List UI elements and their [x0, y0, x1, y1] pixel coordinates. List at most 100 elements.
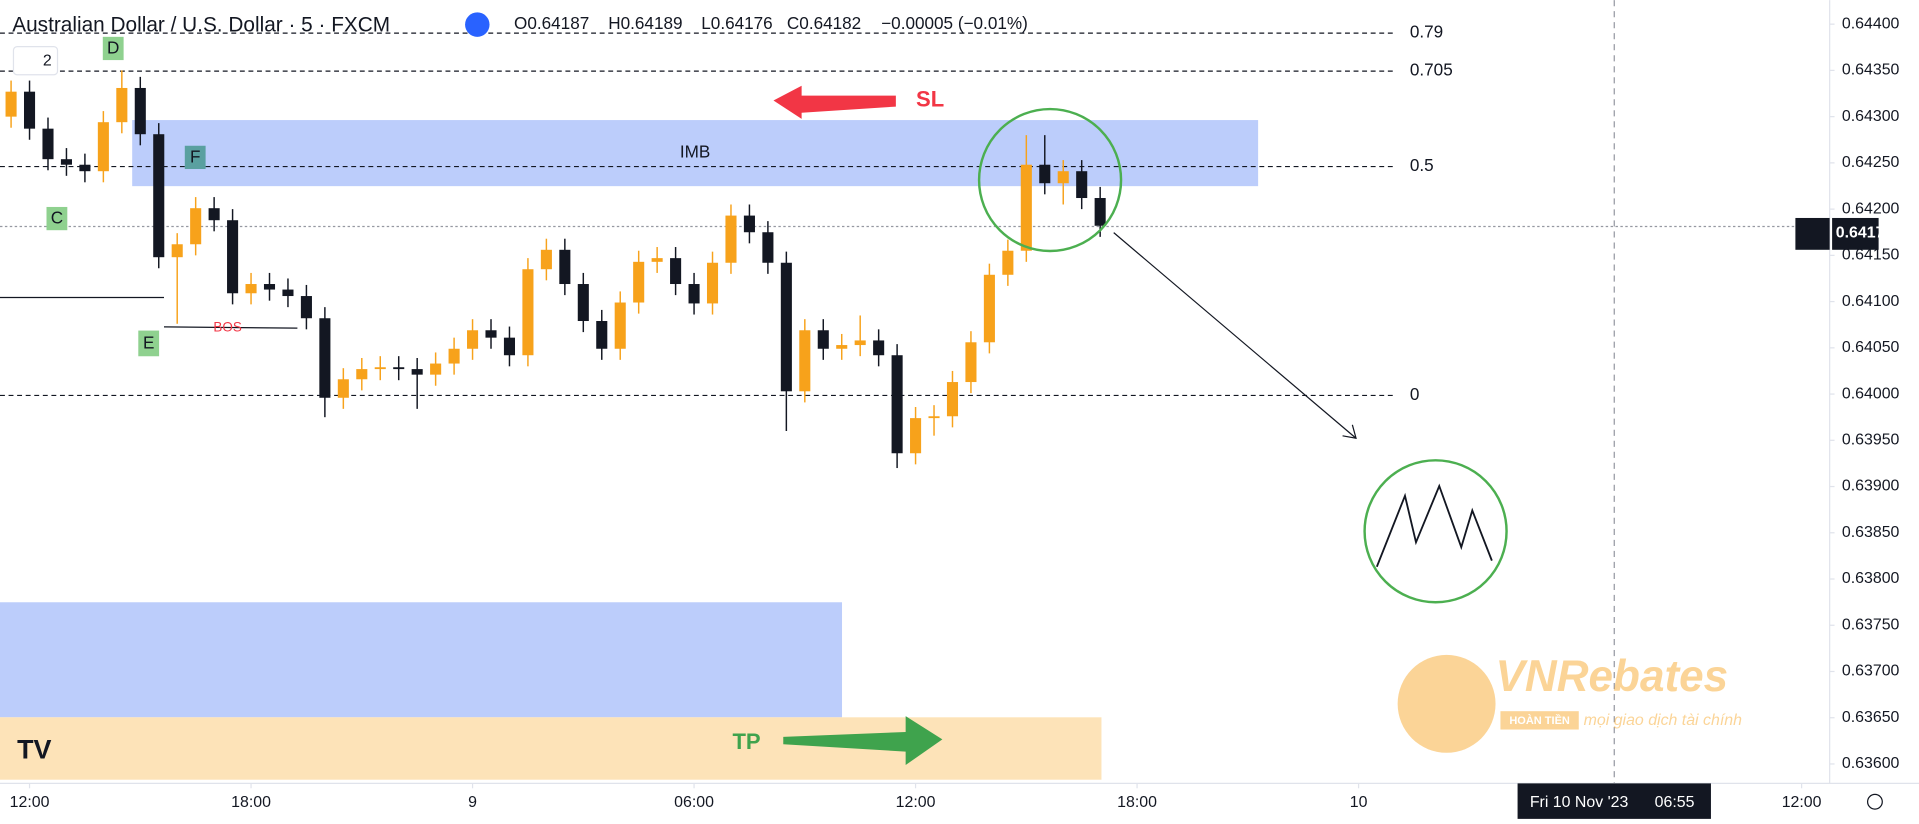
watermark-brand: VNRebates	[1496, 652, 1729, 701]
y-tick-label: 0.64350	[1842, 62, 1900, 79]
candle-body	[799, 330, 811, 392]
candle-body	[946, 382, 959, 417]
tv-logo: TV	[17, 735, 51, 765]
candle-body	[208, 208, 220, 221]
candle-body	[743, 215, 755, 233]
candle-body	[910, 418, 922, 454]
symbol-title: Australian Dollar / U.S. Dollar · 5 · FX…	[12, 13, 390, 36]
candle-body	[706, 262, 719, 304]
header: Australian Dollar / U.S. Dollar · 5 · FX…	[12, 12, 1028, 765]
candle-body	[891, 355, 903, 454]
candle-body	[983, 274, 995, 343]
candle-body	[356, 369, 368, 380]
current-price-box	[1832, 217, 1879, 250]
candle-body	[651, 258, 663, 262]
candle-body	[79, 164, 91, 172]
point-label: F	[190, 147, 200, 167]
candle-body	[1094, 198, 1106, 226]
candle-body	[337, 379, 349, 398]
candle-body	[374, 367, 386, 370]
pattern-circle	[1363, 459, 1508, 604]
candle-body	[965, 342, 977, 383]
candle-body	[1076, 171, 1088, 199]
tp-zone	[0, 717, 1102, 780]
settings-icon[interactable]	[1866, 793, 1883, 810]
crosshair-time: 06:55	[1655, 794, 1695, 811]
candle-body	[448, 348, 460, 364]
candles	[5, 70, 1106, 469]
candle-body	[411, 369, 423, 375]
y-tick-label: 0.64300	[1842, 108, 1900, 125]
candle-body	[227, 220, 239, 294]
current-price-label: 0.64174	[1836, 224, 1894, 241]
candle-body	[300, 296, 312, 319]
fib-label: 0.5	[1410, 155, 1434, 175]
candle-body	[854, 340, 866, 346]
projection-line	[1113, 232, 1357, 439]
watermark: VNRebates HOÀN TIỀN mọi giao dịch tài ch…	[1397, 652, 1742, 753]
candle-body	[559, 249, 571, 285]
y-tick-label: 0.64200	[1842, 200, 1900, 217]
candle-body	[688, 284, 700, 304]
candle-body	[503, 337, 516, 356]
candle-body	[836, 345, 848, 349]
replay-icon	[465, 12, 490, 37]
crosshair-date-box	[1517, 783, 1711, 819]
candle-body	[817, 330, 829, 349]
point-box	[138, 330, 160, 357]
x-tick-label: 18:00	[1117, 794, 1157, 811]
watermark-tag: HOÀN TIỀN	[1509, 714, 1570, 727]
point-box	[102, 36, 124, 61]
point-box	[46, 206, 68, 231]
candle-body	[1020, 164, 1032, 251]
candle-body	[393, 367, 405, 370]
candle-body	[725, 215, 737, 263]
candle-body	[23, 91, 36, 129]
ohlc-change: −0.00005 (−0.01%)	[881, 13, 1028, 33]
candle-body	[1002, 250, 1014, 275]
candle-body	[633, 261, 645, 303]
demand-zone	[0, 602, 843, 718]
imb-zone	[132, 120, 1259, 187]
y-tick-label: 0.64250	[1842, 154, 1900, 171]
candle-body	[762, 232, 774, 263]
axes: 0.64400 0.64350 0.64300 0.64250 0.64200 0.641…	[10, 15, 1900, 811]
x-tick-label: 12:00	[1782, 794, 1822, 811]
x-tick-label: 9	[468, 794, 477, 811]
candle-body	[1039, 164, 1051, 184]
imb-label: IMB	[680, 142, 710, 162]
watermark-logo	[1397, 654, 1496, 753]
ohlc-low: L0.64176	[701, 13, 772, 33]
fib-lines	[0, 32, 1396, 397]
tp-arrow	[783, 716, 943, 766]
x-tick-label: 10	[1350, 794, 1368, 811]
pattern-zigzag	[1375, 483, 1493, 568]
y-tick-label: 0.64050	[1842, 339, 1900, 356]
y-tick-label: 0.64100	[1842, 293, 1900, 310]
candle-body	[596, 321, 608, 349]
x-tick-label: 06:00	[674, 794, 714, 811]
candle-body	[42, 128, 54, 160]
y-tick-label: 0.63850	[1842, 524, 1900, 541]
candle-body	[153, 134, 165, 258]
layout-button[interactable]	[12, 46, 59, 76]
candle-body	[577, 284, 589, 322]
plus-box[interactable]	[1795, 217, 1830, 250]
candle-body	[614, 302, 626, 349]
point-box	[184, 145, 206, 170]
candle-body	[467, 330, 479, 349]
y-tick-label: 0.63900	[1842, 478, 1900, 495]
fib-label: 0	[1410, 384, 1420, 404]
x-tick-label: 18:00	[231, 794, 271, 811]
layout-count[interactable]: 2	[43, 53, 52, 70]
highlight-circle	[977, 107, 1123, 253]
candle-body	[5, 91, 17, 117]
point-label: D	[107, 38, 119, 58]
projection-arrowhead	[1342, 424, 1357, 440]
candle-body	[873, 340, 885, 356]
watermark-slogan: mọi giao dịch tài chính	[1584, 712, 1742, 729]
candle-body	[245, 284, 257, 294]
fib-label: 0.705	[1410, 60, 1453, 80]
sl-label: SL	[916, 86, 944, 111]
